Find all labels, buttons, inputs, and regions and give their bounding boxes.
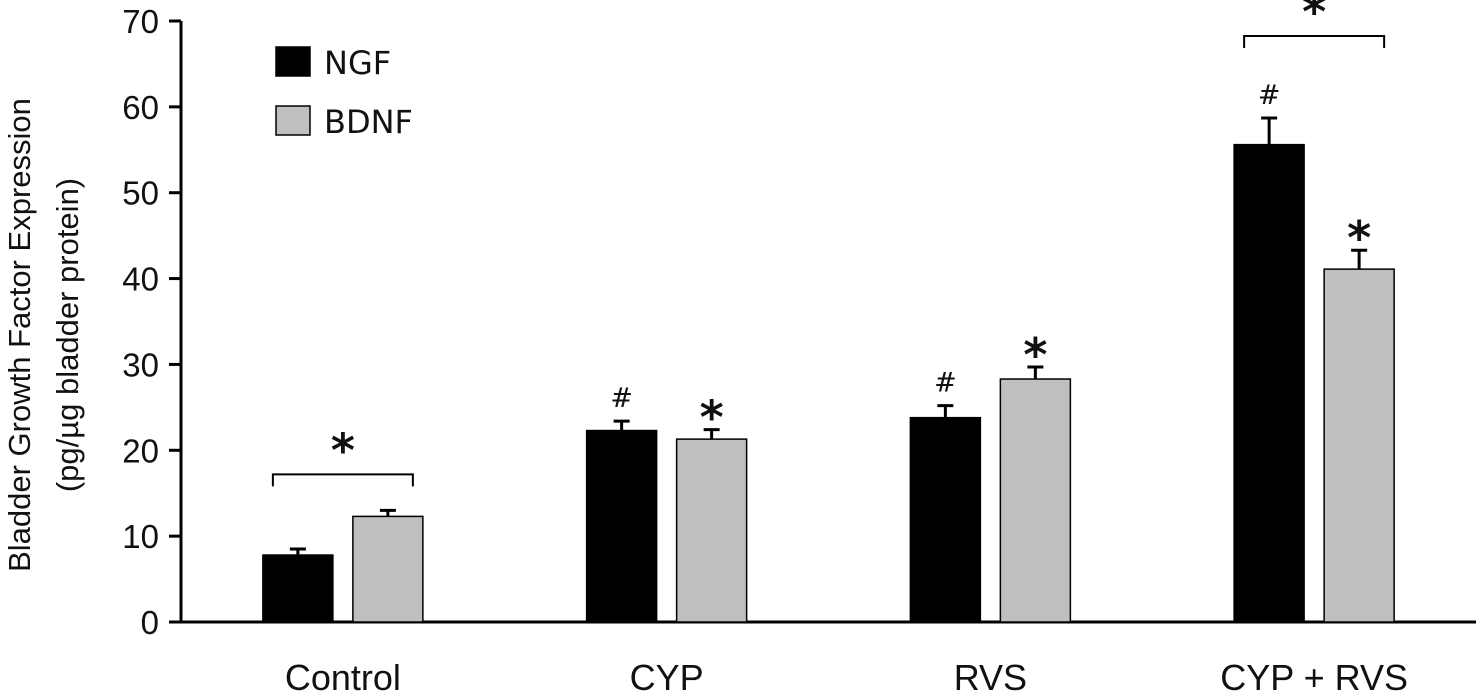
x-tick-label: CYP + RVS [1220,657,1408,693]
bar-bdnf [352,515,424,623]
x-tick-label: CYP [630,657,704,693]
y-tick-label: 70 [122,3,159,40]
bar-ngf [262,554,334,623]
significance-bracket [271,473,414,487]
legend-label-ngf: NGF [324,44,391,82]
y-axis: 0 10 20 30 40 50 60 70 [122,3,183,641]
y-tick-label: 0 [141,604,159,641]
bar-ngf [1233,143,1305,623]
y-axis-title-line-1: Bladder Growth Factor Expression [2,98,37,572]
significance-star: * [700,391,724,445]
bar-bdnf [999,378,1072,623]
significance-hash: # [610,383,633,414]
y-tick-label: 50 [122,175,159,212]
bar-ngf [909,416,982,623]
bar-ngf [585,429,658,623]
significance-star: * [1347,211,1371,265]
legend-label-bdnf: BDNF [324,103,413,141]
significance-star: * [1023,328,1047,382]
significance-annotations: # # # * * * * * [271,0,1386,487]
significance-bracket [1243,35,1386,49]
y-axis-title: Bladder Growth Factor Expression (pg/µg … [2,98,85,572]
y-axis-title-line-2: (pg/µg bladder protein) [50,178,85,492]
x-tick-label: RVS [954,657,1027,693]
y-tick-label: 10 [122,518,159,555]
bar-bdnf [675,438,748,623]
bar-bdnf [1323,268,1395,623]
significance-hash: # [934,368,957,399]
y-tick-label: 60 [122,89,159,126]
bracket-star: * [331,423,355,477]
x-axis: Control CYP RVS CYP + RVS [181,620,1476,693]
bars [262,116,1395,623]
legend-swatch-bdnf [275,105,311,136]
x-tick-label: Control [285,657,401,693]
significance-hash: # [1258,80,1281,111]
bracket-star: * [1302,0,1326,39]
y-tick-label: 20 [122,432,159,469]
legend: NGF BDNF [275,44,413,141]
y-tick-label: 40 [122,261,159,298]
legend-swatch-ngf [275,46,311,77]
y-tick-label: 30 [122,346,159,383]
